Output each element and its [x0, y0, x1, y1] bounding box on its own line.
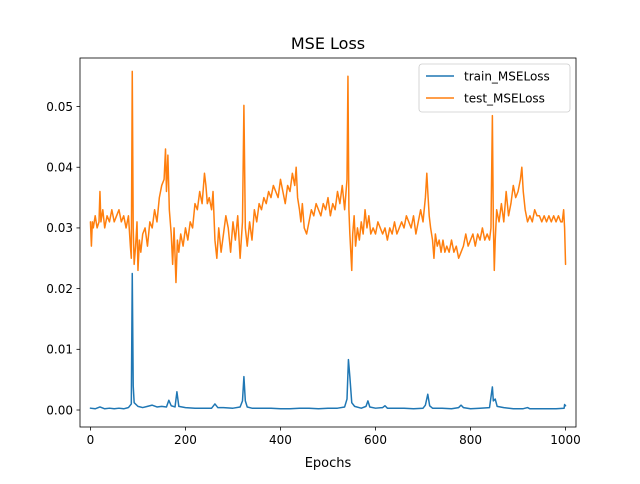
chart-title: MSE Loss	[291, 34, 365, 53]
legend-box	[418, 63, 571, 113]
plot-area	[89, 70, 567, 410]
x-tick-label: 600	[364, 433, 387, 447]
y-tick-label: 0.04	[46, 161, 73, 175]
x-tick-label: 400	[269, 433, 292, 447]
legend: train_MSELoss test_MSELoss	[418, 63, 571, 113]
axes: 0 200 400 600 800 1000 0.00 0.01 0.02 0.03 0.04 0.0…	[46, 57, 581, 447]
x-tick-label: 200	[174, 433, 197, 447]
x-tick-label: 800	[459, 433, 482, 447]
y-tick-label: 0.02	[46, 282, 73, 296]
legend-label-train_MSELoss: train_MSELoss	[464, 70, 550, 84]
legend-label-test_MSELoss: test_MSELoss	[464, 92, 545, 106]
axes-frame	[79, 57, 577, 428]
series-lines	[89, 70, 567, 410]
series-line-test_MSELoss	[89, 70, 567, 284]
y-tick-label: 0.03	[46, 221, 73, 235]
y-tick-label: 0.00	[46, 403, 73, 417]
y-tick-label: 0.01	[46, 343, 73, 357]
x-tick-label: 0	[87, 433, 95, 447]
x-axis-label: Epochs	[305, 456, 352, 471]
y-tick-label: 0.05	[46, 100, 73, 114]
x-tick-label: 1000	[550, 433, 581, 447]
series-line-train_MSELoss	[89, 272, 567, 410]
